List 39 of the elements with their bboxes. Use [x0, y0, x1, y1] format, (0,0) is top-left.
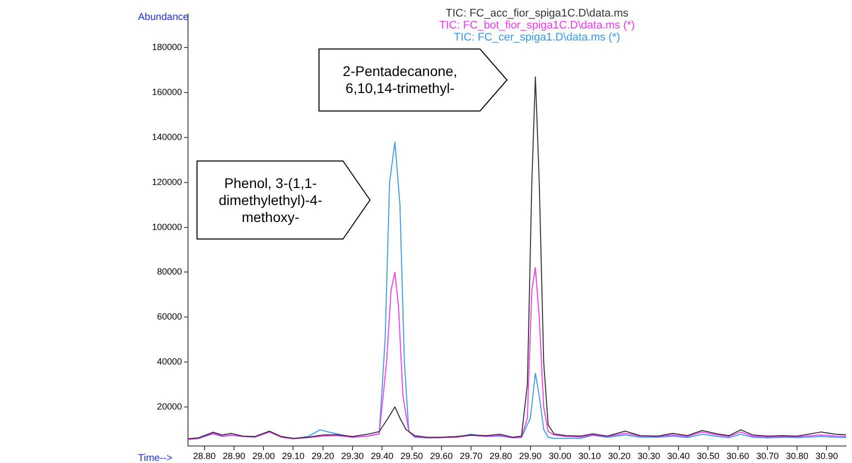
y-tick-label: 80000 — [157, 266, 182, 277]
x-tick-label: 29.90 — [519, 451, 542, 462]
x-tick-label: 29.40 — [370, 451, 394, 462]
x-tick-label: 29.00 — [252, 451, 275, 462]
x-tick-label: 29.60 — [430, 451, 453, 462]
arrow-callout: Phenol, 3-(1,1-dimethylethyl)-4-methoxy- — [196, 160, 371, 240]
arrow-callout: 2-Pentadecanone, 6,10,14-trimethyl- — [318, 48, 508, 112]
x-tick-label: 30.30 — [638, 451, 660, 462]
x-tick-label: 30.00 — [548, 451, 572, 462]
x-tick-label: 29.20 — [312, 451, 334, 462]
x-axis-title: Time--> — [138, 452, 173, 463]
x-tick-label: 30.70 — [756, 451, 779, 462]
y-tick-label: 40000 — [157, 356, 182, 366]
y-tick-label: 100000 — [152, 222, 182, 232]
x-tick-label: 30.60 — [726, 451, 750, 462]
x-tick-label: 29.30 — [341, 451, 364, 462]
y-tick-label: 60000 — [157, 312, 182, 322]
y-tick-label: 160000 — [152, 87, 182, 98]
x-tick-label: 30.40 — [667, 451, 690, 462]
x-tick-label: 29.80 — [489, 451, 512, 462]
text: TIC: FC_acc_fior_spiga1C.D\data.ms — [446, 8, 629, 20]
annotation: 2-Pentadecanone, 6,10,14-trimethyl- — [342, 62, 458, 98]
x-tick-label: 30.10 — [578, 451, 601, 462]
annotation: Phenol, 3-(1,1-dimethylethyl)-4-methoxy- — [218, 174, 324, 227]
x-tick-label: 28.90 — [222, 451, 246, 462]
x-tick-label: 30.20 — [608, 451, 631, 462]
x-tick-label: 29.10 — [282, 451, 305, 462]
y-tick-label: 20000 — [157, 401, 182, 412]
y-tick-label: 140000 — [152, 132, 182, 142]
y-tick-label: 180000 — [152, 42, 182, 52]
x-tick-label: 29.50 — [400, 451, 424, 462]
y-tick-label: 120000 — [152, 176, 182, 187]
text: TIC: FC_cer_spiga1.D\data.ms (*) — [454, 32, 620, 44]
x-tick-label: 29.70 — [460, 451, 482, 462]
x-tick-label: 28.80 — [193, 451, 216, 462]
x-tick-label: 30.50 — [696, 451, 720, 462]
x-tick-label: 30.90 — [815, 451, 838, 462]
x-tick-label: 30.80 — [786, 451, 808, 462]
text: TIC: FC_bot_fior_spiga1C.D\data.ms (*) — [439, 20, 635, 32]
